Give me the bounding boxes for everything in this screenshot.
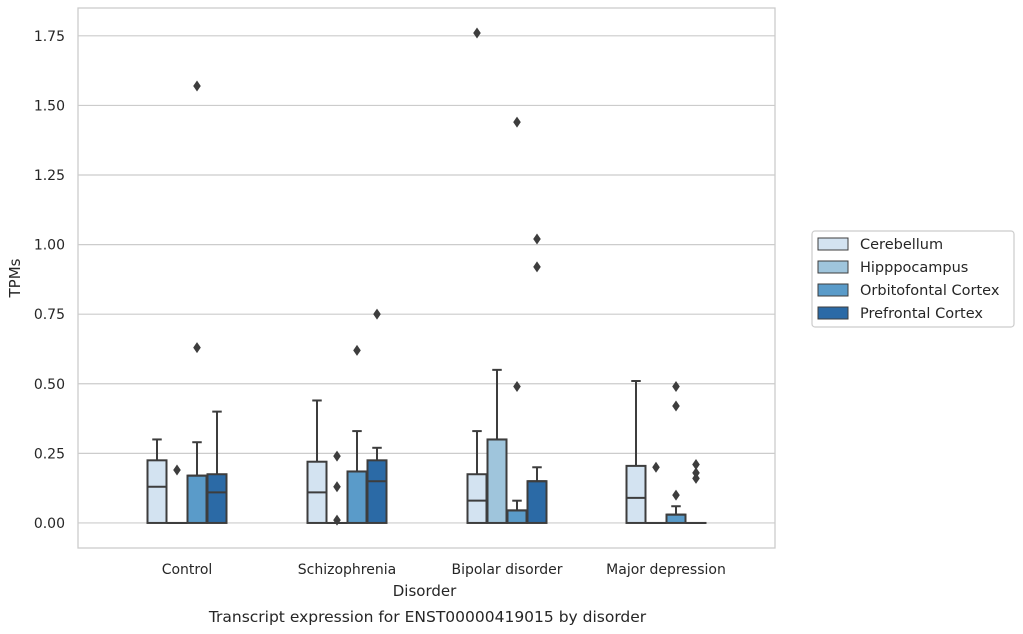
grid-lines bbox=[78, 35, 775, 524]
outlier-2-2-1 bbox=[513, 116, 521, 128]
legend-swatch-0 bbox=[817, 237, 849, 251]
legend-swatch-1 bbox=[817, 260, 849, 274]
outlier-2-3-1 bbox=[672, 400, 680, 412]
outlier-3-1-0 bbox=[373, 308, 381, 320]
outlier-2-0-1 bbox=[193, 80, 201, 92]
box-2-2 bbox=[506, 116, 528, 524]
chart-caption: Transcript expression for ENST0000041901… bbox=[208, 608, 647, 626]
outlier-3-2-0 bbox=[533, 261, 541, 273]
outlier-2-2-0 bbox=[513, 381, 521, 393]
y-tick-label-2: 0.50 bbox=[34, 377, 65, 393]
outlier-1-1-2 bbox=[333, 450, 341, 462]
outlier-3-3-1 bbox=[692, 467, 700, 479]
box-0-0 bbox=[146, 438, 168, 524]
legend-swatch-2 bbox=[817, 283, 849, 297]
x-tick-label-0: Control bbox=[162, 562, 213, 578]
outlier-3-3-0 bbox=[692, 472, 700, 484]
box-marks bbox=[146, 27, 707, 526]
outlier-1-3-0 bbox=[652, 461, 660, 473]
y-tick-label-7: 1.75 bbox=[34, 29, 65, 45]
x-tick-labels: Control Schizophrenia Bipolar disorder Majo… bbox=[162, 562, 726, 578]
outlier-2-3-0 bbox=[672, 489, 680, 501]
box-3-0 bbox=[206, 410, 228, 524]
box-3-1 bbox=[366, 308, 388, 524]
box-1-1 bbox=[326, 450, 348, 526]
plot-area bbox=[78, 8, 775, 548]
legend-label-2: Orbitofontal Cortex bbox=[860, 283, 1000, 299]
plot-frame bbox=[77, 7, 776, 549]
y-tick-label-5: 1.25 bbox=[34, 168, 65, 184]
box-2-3 bbox=[665, 381, 687, 524]
outlier-1-1-1 bbox=[333, 481, 341, 493]
outlier-2-3-2 bbox=[672, 381, 680, 393]
outlier-1-0-0 bbox=[173, 464, 181, 476]
box-1-0 bbox=[166, 464, 188, 524]
y-tick-label-0: 0.00 bbox=[34, 516, 65, 532]
legend-swatch-3 bbox=[817, 306, 849, 320]
box-1-2 bbox=[486, 368, 508, 524]
outlier-1-1-0 bbox=[333, 514, 341, 526]
box-0-1 bbox=[306, 399, 328, 524]
box-3-2 bbox=[526, 233, 548, 524]
legend-label-3: Prefrontal Cortex bbox=[860, 306, 983, 322]
y-tick-label-1: 0.25 bbox=[34, 446, 65, 462]
x-axis-label: Disorder bbox=[393, 582, 457, 600]
outlier-2-1-0 bbox=[353, 344, 361, 356]
y-tick-label-6: 1.50 bbox=[34, 98, 65, 114]
y-tick-label-3: 0.75 bbox=[34, 307, 65, 323]
box-2-1 bbox=[346, 344, 368, 524]
y-axis-label: TPMs bbox=[6, 258, 24, 298]
x-tick-label-1: Schizophrenia bbox=[298, 562, 396, 578]
outlier-2-0-0 bbox=[193, 342, 201, 354]
box-3-3 bbox=[685, 458, 707, 524]
outlier-0-2-0 bbox=[473, 27, 481, 39]
y-tick-label-4: 1.00 bbox=[34, 238, 65, 254]
outlier-3-3-2 bbox=[692, 458, 700, 470]
x-tick-label-2: Bipolar disorder bbox=[451, 562, 562, 578]
box-0-3 bbox=[625, 379, 647, 524]
outlier-3-2-1 bbox=[533, 233, 541, 245]
x-tick-label-3: Major depression bbox=[606, 562, 726, 578]
legend: Cerebellum Hipppocampus Orbitofontal Corte… bbox=[811, 230, 1015, 328]
legend-label-0: Cerebellum bbox=[860, 237, 943, 253]
y-tick-labels: 0.00 0.25 0.50 0.75 1.00 1.25 1.50 1.75 bbox=[34, 29, 65, 532]
legend-label-1: Hipppocampus bbox=[860, 260, 968, 276]
